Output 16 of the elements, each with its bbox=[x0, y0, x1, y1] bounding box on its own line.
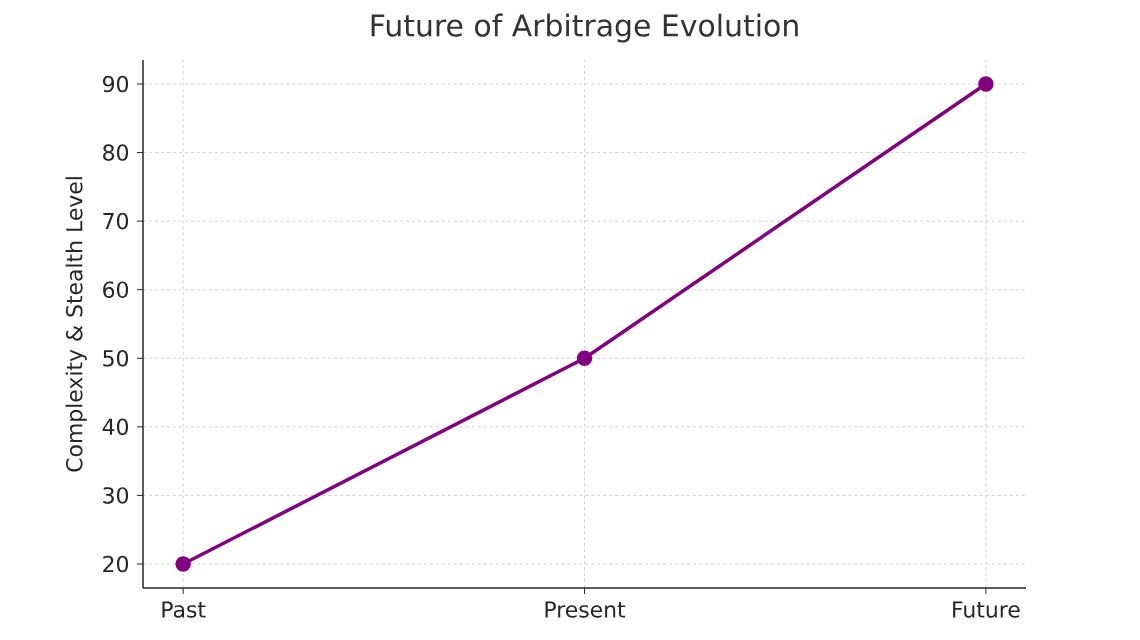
y-tick-label: 80 bbox=[103, 144, 129, 161]
y-tick-label: 90 bbox=[102, 75, 129, 93]
chart-title: Future of Arbitrage Evolution bbox=[371, 13, 798, 43]
y-tick-label: 70 bbox=[103, 212, 129, 230]
y-tick-label: 50 bbox=[103, 349, 129, 367]
y-tick-label: 40 bbox=[102, 418, 129, 436]
y-tick-label: 30 bbox=[103, 487, 129, 504]
point bbox=[576, 350, 593, 367]
point bbox=[175, 556, 191, 572]
y-tick-label: 20 bbox=[103, 555, 129, 573]
x-tick-label: Past bbox=[162, 601, 206, 618]
y-tick-label: 60 bbox=[103, 281, 129, 298]
x-tick-label: Present bbox=[545, 601, 626, 618]
x-tick-label: Future bbox=[953, 601, 1020, 618]
y-axis-title: Complexity & Stealth Level bbox=[65, 177, 87, 472]
point bbox=[978, 76, 994, 92]
